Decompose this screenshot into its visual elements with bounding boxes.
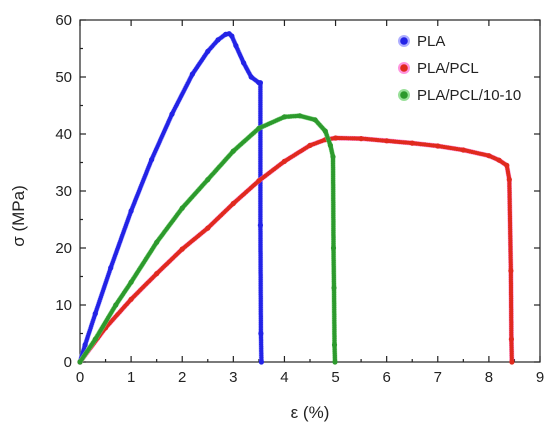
y-tick-label: 20: [55, 240, 72, 257]
data-point-pla-pcl-10-10: [327, 142, 333, 148]
data-point-pla-pcl: [508, 268, 514, 274]
series-pla: [77, 31, 264, 365]
y-tick-label: 40: [55, 126, 72, 143]
data-point-pla: [108, 265, 114, 271]
data-point-pla-pcl: [509, 359, 515, 365]
data-point-pla-pcl-10-10: [281, 114, 287, 120]
data-point-pla-pcl: [358, 136, 364, 142]
data-point-pla-pcl-10-10: [331, 285, 337, 291]
x-tick-label: 1: [127, 369, 135, 386]
x-axis-ticks: 0 1 2 3 4 5 6 7 8 9: [76, 20, 544, 386]
x-tick-label: 6: [382, 369, 390, 386]
data-point-pla-pcl: [205, 225, 211, 231]
data-point-pla: [205, 48, 211, 55]
series-line-pla: [79, 32, 263, 363]
data-point-pla: [257, 222, 263, 228]
data-point-pla-pcl-10-10: [128, 279, 134, 285]
x-tick-label: 0: [76, 369, 84, 386]
data-point-pla-pcl: [256, 178, 262, 184]
legend-label: PLA/PCL/10-10: [417, 87, 521, 104]
data-point-pla-pcl-10-10: [77, 359, 83, 365]
data-point-pla: [248, 74, 254, 80]
data-point-pla-pcl: [496, 157, 502, 163]
x-tick-label: 2: [178, 369, 186, 386]
data-point-pla-pcl: [486, 153, 492, 159]
y-tick-label: 50: [55, 69, 72, 86]
data-point-pla-pcl-10-10: [230, 148, 236, 154]
data-point-pla-pcl: [384, 138, 390, 144]
data-point-pla-pcl: [307, 142, 313, 148]
data-point-pla: [128, 208, 134, 214]
legend-marker: [400, 64, 408, 72]
data-point-pla: [258, 359, 264, 365]
data-point-pla-pcl: [154, 271, 160, 277]
data-point-pla-pcl-10-10: [297, 113, 303, 119]
data-point-pla-pcl-10-10: [331, 342, 338, 348]
y-tick-label: 60: [55, 12, 72, 29]
y-tick-label: 30: [55, 183, 72, 200]
data-point-pla: [215, 37, 221, 43]
data-point-pla-pcl-10-10: [205, 177, 211, 183]
data-point-pla-pcl-10-10: [322, 128, 328, 134]
data-point-pla-pcl: [504, 162, 510, 168]
data-point-pla: [149, 157, 155, 163]
series-pla-pcl: [77, 135, 515, 365]
y-tick-label: 10: [55, 297, 72, 314]
data-point-pla-pcl: [179, 246, 185, 252]
series-pla-pcl-10-10: [77, 113, 338, 365]
data-point-pla-pcl: [333, 135, 339, 141]
data-point-pla-pcl-10-10: [330, 154, 336, 160]
data-point-pla: [241, 60, 247, 66]
data-point-pla-pcl: [435, 143, 441, 149]
data-point-pla-pcl: [409, 140, 415, 146]
x-tick-label: 8: [485, 369, 493, 386]
x-axis-label: ε (%): [291, 403, 330, 422]
data-point-pla: [169, 111, 175, 117]
legend-label: PLA/PCL: [417, 60, 479, 77]
data-point-pla-pcl: [128, 296, 134, 302]
data-point-pla-pcl: [230, 200, 236, 207]
legend-item-pla: PLA: [398, 33, 445, 50]
data-point-pla-pcl-10-10: [256, 125, 262, 131]
data-point-pla: [92, 311, 98, 317]
legend: PLA PLA/PCL PLA/PCL/10-10: [398, 33, 521, 104]
data-point-pla: [189, 71, 195, 77]
x-tick-label: 5: [331, 369, 339, 386]
data-point-pla-pcl: [508, 336, 514, 342]
legend-label: PLA: [417, 33, 445, 50]
x-tick-label: 3: [229, 369, 237, 386]
y-axis-label: σ (MPa): [9, 185, 28, 247]
series-layer: [77, 31, 515, 365]
data-point-pla: [258, 330, 264, 337]
data-point-pla-pcl: [281, 158, 287, 164]
data-point-pla-pcl-10-10: [113, 302, 119, 308]
x-tick-label: 9: [536, 369, 544, 386]
data-point-pla: [257, 80, 263, 86]
series-halo-pla: [77, 31, 264, 363]
y-axis-ticks: 0 10 20 30 40 50 60: [55, 12, 540, 371]
data-point-pla-pcl-10-10: [154, 239, 160, 245]
legend-item-pla-pcl-10-10: PLA/PCL/10-10: [398, 87, 521, 104]
data-point-pla-pcl-10-10: [312, 117, 318, 123]
data-point-pla-pcl: [460, 147, 466, 153]
data-point-pla-pcl-10-10: [330, 245, 337, 251]
legend-marker: [400, 37, 408, 45]
data-point-pla-pcl-10-10: [332, 359, 338, 365]
x-tick-label: 4: [280, 369, 288, 386]
data-point-pla: [229, 33, 235, 39]
data-point-pla: [82, 342, 88, 348]
legend-item-pla-pcl: PLA/PCL: [398, 60, 479, 77]
data-point-pla-pcl-10-10: [179, 205, 185, 211]
data-point-pla: [233, 43, 239, 49]
y-tick-label: 0: [64, 354, 72, 371]
data-point-pla-pcl-10-10: [92, 336, 98, 342]
x-tick-label: 7: [434, 369, 442, 386]
legend-marker: [400, 91, 408, 99]
data-point-pla-pcl: [506, 177, 512, 183]
